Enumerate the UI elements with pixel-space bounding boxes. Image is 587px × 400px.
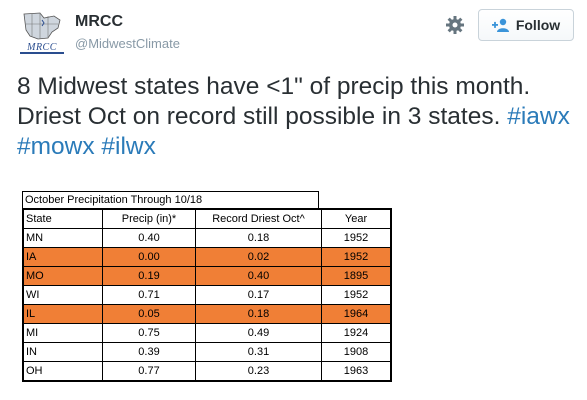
year-cell: 1952 [321, 228, 392, 248]
year-cell: 1963 [321, 361, 392, 382]
gear-icon[interactable] [445, 15, 465, 35]
record-cell: 0.18 [195, 228, 322, 248]
hashtag-link[interactable]: #ilwx [101, 133, 156, 160]
midwest-map-logo-icon [20, 12, 64, 54]
tweet-header: MRCC MRCC @MidwestClimate Fo [0, 0, 587, 60]
hashtag-link[interactable]: #iawx [507, 103, 570, 130]
year-cell: 1924 [321, 323, 392, 343]
column-header: Year [321, 208, 392, 229]
avatar[interactable]: MRCC [18, 10, 66, 58]
precip-cell: 0.05 [102, 304, 196, 324]
precip-cell: 0.75 [102, 323, 196, 343]
tweet-body: 8 Midwest states have <1" of precip this… [17, 73, 531, 130]
precip-cell: 0.71 [102, 285, 196, 305]
record-cell: 0.31 [195, 342, 322, 362]
state-cell: MO [22, 266, 103, 286]
account-name[interactable]: MRCC [75, 13, 123, 30]
precip-cell: 0.39 [102, 342, 196, 362]
hashtag-link[interactable]: #mowx [17, 133, 95, 160]
attached-image-table[interactable]: October Precipitation Through 10/18 Stat… [22, 191, 392, 382]
record-cell: 0.49 [195, 323, 322, 343]
record-cell: 0.02 [195, 247, 322, 267]
table-row: MN 0.40 0.18 1952 [22, 228, 392, 248]
state-cell: IN [22, 342, 103, 362]
follow-button[interactable]: Follow [478, 9, 574, 41]
column-header: State [22, 208, 103, 229]
precip-cell: 0.00 [102, 247, 196, 267]
avatar-logo-text: MRCC [27, 42, 57, 53]
record-cell: 0.17 [195, 285, 322, 305]
state-cell: MN [22, 228, 103, 248]
state-cell: OH [22, 361, 103, 382]
table-row: IN 0.39 0.31 1908 [22, 342, 392, 362]
year-cell: 1964 [321, 304, 392, 324]
precip-cell: 0.40 [102, 228, 196, 248]
table-row: MO 0.19 0.40 1895 [22, 266, 392, 286]
year-cell: 1952 [321, 285, 392, 305]
column-header: Record Driest Oct^ [195, 208, 322, 229]
account-handle[interactable]: @MidwestClimate [75, 36, 180, 51]
precip-table: State Precip (in)* Record Driest Oct^ Ye… [22, 208, 392, 382]
precip-cell: 0.77 [102, 361, 196, 382]
table-title: October Precipitation Through 10/18 [22, 191, 319, 208]
year-cell: 1952 [321, 247, 392, 267]
follow-label: Follow [515, 17, 561, 33]
table-row: WI 0.71 0.17 1952 [22, 285, 392, 305]
table-header-row: State Precip (in)* Record Driest Oct^ Ye… [22, 208, 392, 229]
person-add-icon [491, 18, 509, 32]
year-cell: 1908 [321, 342, 392, 362]
table-row: IL 0.05 0.18 1964 [22, 304, 392, 324]
state-cell: MI [22, 323, 103, 343]
tweet-text: 8 Midwest states have <1" of precip this… [17, 72, 577, 162]
table-row: MI 0.75 0.49 1924 [22, 323, 392, 343]
precip-cell: 0.19 [102, 266, 196, 286]
state-cell: WI [22, 285, 103, 305]
record-cell: 0.40 [195, 266, 322, 286]
record-cell: 0.18 [195, 304, 322, 324]
year-cell: 1895 [321, 266, 392, 286]
record-cell: 0.23 [195, 361, 322, 382]
table-row: OH 0.77 0.23 1963 [22, 361, 392, 382]
table-row: IA 0.00 0.02 1952 [22, 247, 392, 267]
column-header: Precip (in)* [102, 208, 196, 229]
state-cell: IA [22, 247, 103, 267]
state-cell: IL [22, 304, 103, 324]
